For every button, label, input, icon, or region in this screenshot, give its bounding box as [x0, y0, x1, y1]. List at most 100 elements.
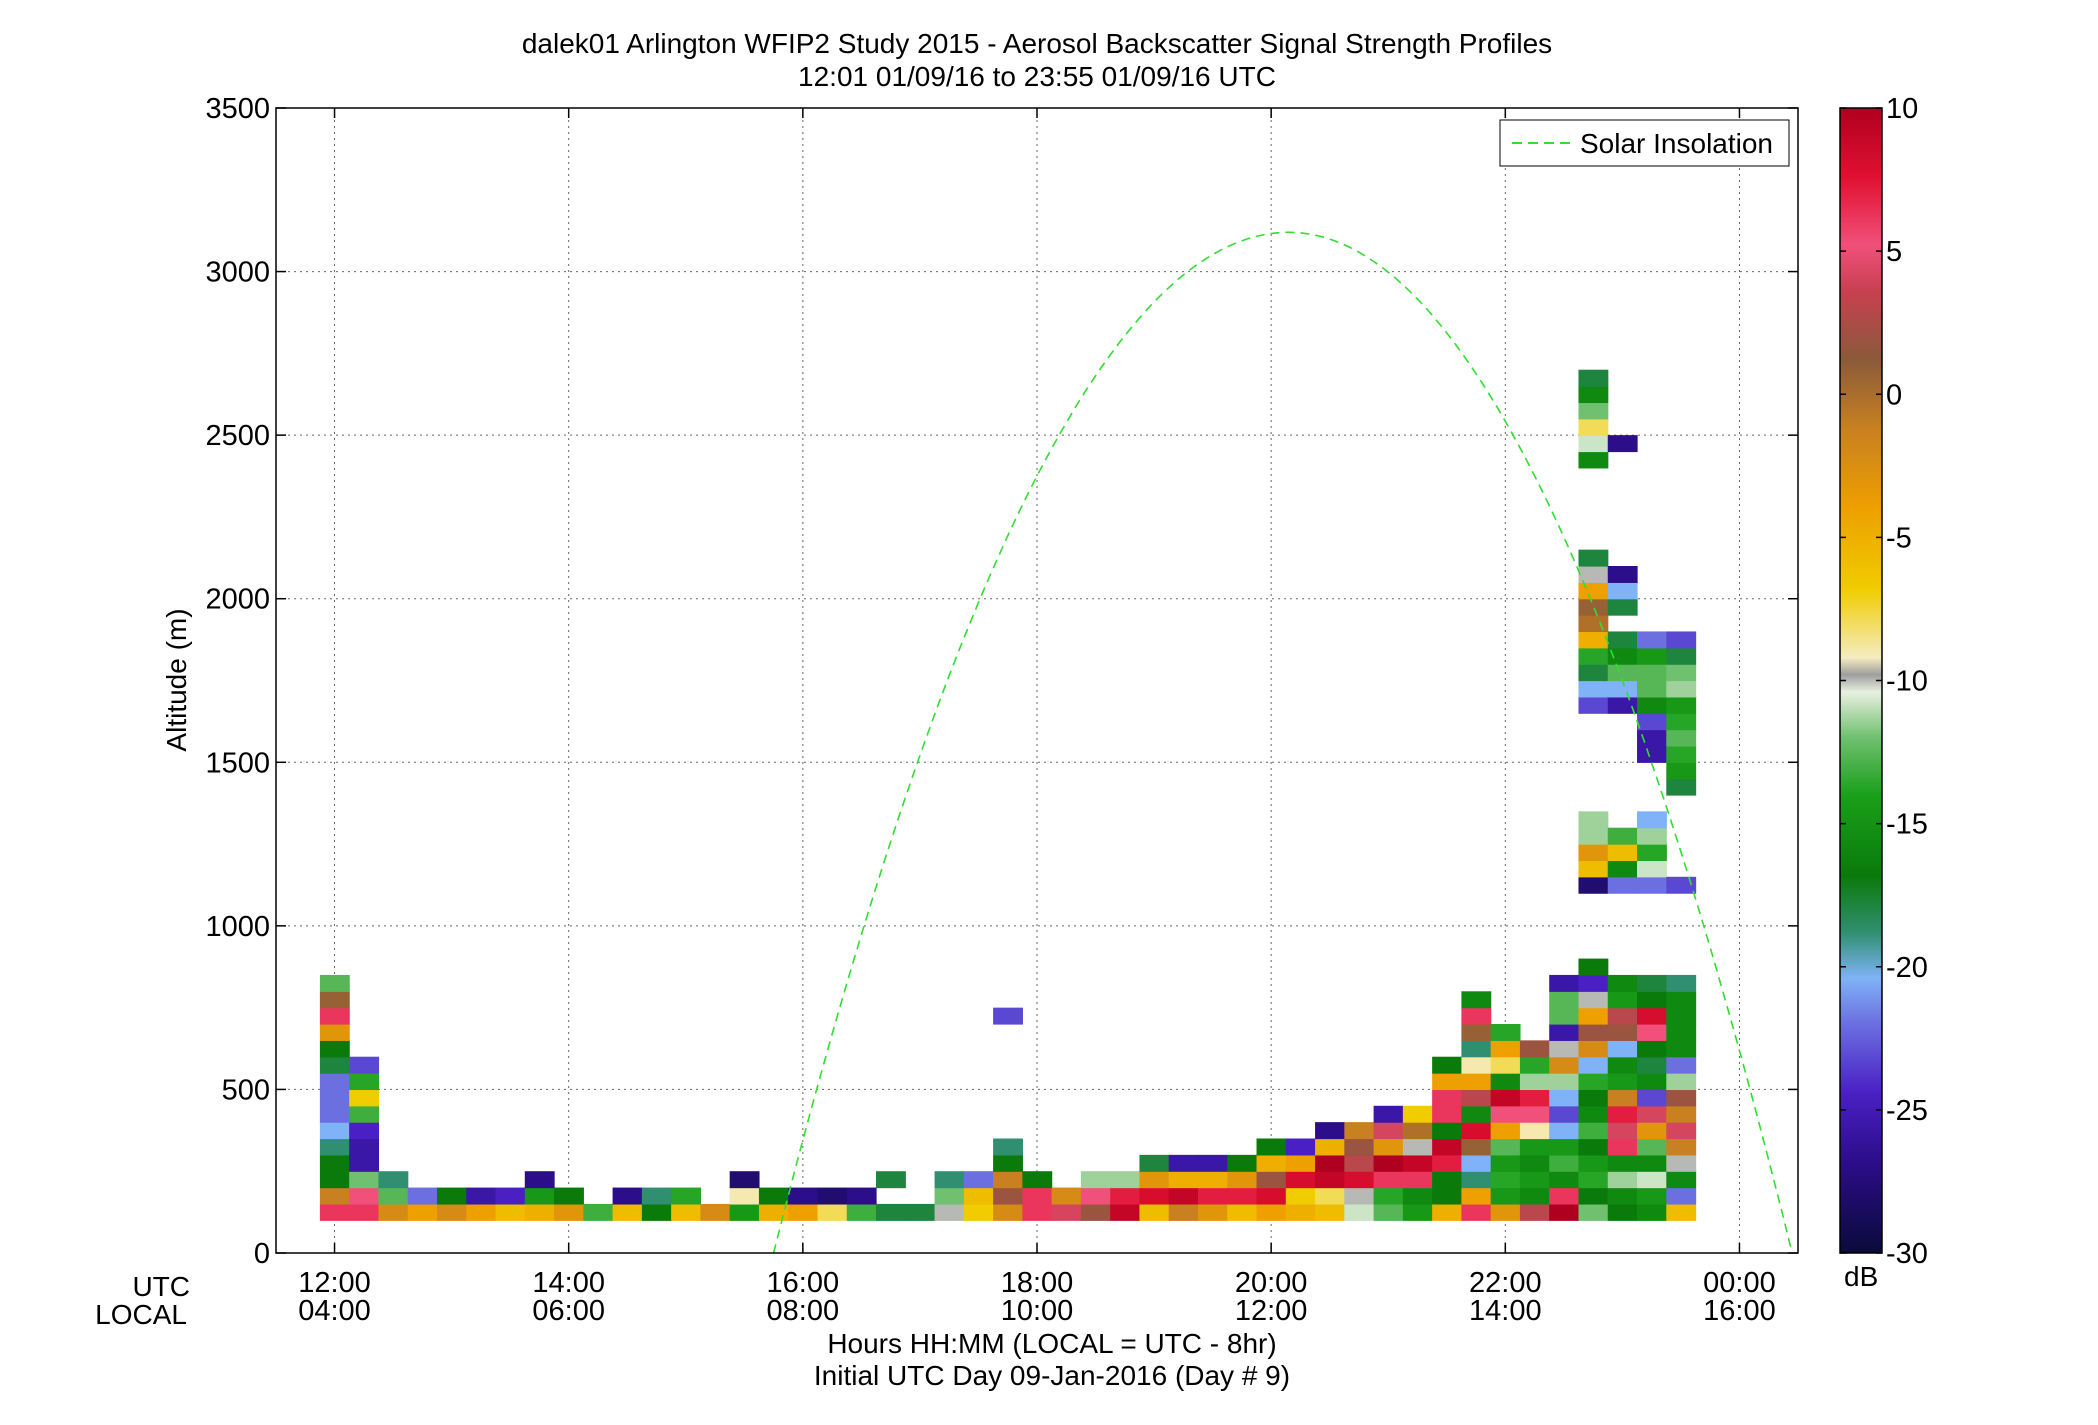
heatmap-cell [1637, 974, 1667, 992]
heatmap-cell [1051, 1203, 1082, 1221]
heatmap-cell [641, 1187, 672, 1205]
heatmap-cell [1373, 1105, 1404, 1123]
chart-subtitle: 12:01 01/09/16 to 23:55 01/09/16 UTC [798, 61, 1276, 92]
heatmap-cell [1549, 1187, 1580, 1205]
heatmap-cell [1256, 1138, 1287, 1156]
heatmap-cell [1666, 1007, 1697, 1025]
heatmap-cell [1607, 1122, 1638, 1140]
heatmap-cell [1666, 1056, 1697, 1074]
heatmap-cell [1461, 1073, 1492, 1091]
x-row-label-local: LOCAL [95, 1299, 187, 1330]
heatmap-cell [1285, 1187, 1316, 1205]
heatmap-cell [1637, 745, 1667, 763]
heatmap-cell [1168, 1203, 1199, 1221]
heatmap-cell [1666, 1154, 1697, 1172]
heatmap-cell [1285, 1154, 1316, 1172]
y-tick-label: 0 [254, 1238, 270, 1270]
heatmap-cell [1666, 664, 1697, 682]
heatmap-cell [1607, 582, 1638, 600]
heatmap-cell [1402, 1171, 1433, 1189]
x-tick-label-utc: 20:00 [1235, 1267, 1308, 1299]
heatmap-cell [1461, 1171, 1492, 1189]
heatmap-cell [349, 1138, 380, 1156]
heatmap-cell [1578, 402, 1609, 420]
heatmap-cell [1578, 1040, 1609, 1058]
heatmap-cell [1607, 844, 1638, 862]
heatmap-cell [1578, 827, 1609, 845]
heatmap-cell [1519, 1187, 1550, 1205]
heatmap-cell [1168, 1154, 1199, 1172]
heatmap-cell [1578, 435, 1609, 453]
heatmap-cell [1490, 1089, 1521, 1107]
heatmap-cell [1461, 1007, 1492, 1025]
heatmap-cell [583, 1203, 614, 1221]
y-tick-label: 2000 [205, 584, 270, 616]
heatmap-cell [846, 1203, 877, 1221]
heatmap-cell [1637, 1089, 1667, 1107]
heatmap-cell [1666, 876, 1697, 894]
heatmap-cell [1578, 386, 1609, 404]
heatmap-cell [349, 1056, 380, 1074]
heatmap-cell [817, 1187, 848, 1205]
heatmap-cell [1607, 1073, 1638, 1091]
heatmap-cell [1373, 1203, 1404, 1221]
heatmap-cell [1022, 1203, 1053, 1221]
heatmap-cell [1549, 1122, 1580, 1140]
heatmap-cell [1344, 1187, 1375, 1205]
colorbar-tick-label: -10 [1886, 666, 1928, 698]
heatmap-cell [934, 1171, 965, 1189]
heatmap-cell [1432, 1073, 1462, 1091]
heatmap-cell [1666, 631, 1697, 649]
heatmap-cell [1578, 1007, 1609, 1025]
heatmap-cell [1666, 1040, 1697, 1058]
heatmap-cell [1344, 1154, 1375, 1172]
heatmap-cell [1432, 1122, 1462, 1140]
heatmap-cell [758, 1203, 789, 1221]
x-tick-label-local: 12:00 [1235, 1295, 1308, 1327]
heatmap-cell [319, 1187, 350, 1205]
heatmap-cell [1402, 1138, 1433, 1156]
heatmap-cell [1373, 1171, 1404, 1189]
heatmap-cell [1432, 1203, 1462, 1221]
x-axis-sublabel: Initial UTC Day 09-Jan-2016 (Day # 9) [814, 1360, 1290, 1391]
x-tick-label-utc: 00:00 [1703, 1267, 1776, 1299]
heatmap-cell [729, 1171, 760, 1189]
heatmap-cell [1549, 1056, 1580, 1074]
heatmap-cell [1432, 1089, 1462, 1107]
heatmap-cell [1607, 1089, 1638, 1107]
heatmap-cell [319, 1089, 350, 1107]
heatmap-cell [319, 1154, 350, 1172]
colorbar-tick-label: -25 [1886, 1095, 1928, 1127]
heatmap-cell [1139, 1203, 1170, 1221]
heatmap-cell [1637, 860, 1667, 878]
heatmap-cell [612, 1187, 643, 1205]
heatmap-cell [524, 1171, 555, 1189]
heatmap-cell [1519, 1105, 1550, 1123]
heatmap-cell [1607, 974, 1638, 992]
y-tick-label: 1000 [205, 911, 270, 943]
heatmap-cell [1197, 1154, 1228, 1172]
heatmap-cell [1578, 974, 1609, 992]
heatmap-cell [1080, 1187, 1111, 1205]
heatmap-cell [407, 1187, 438, 1205]
x-tick-label-utc: 18:00 [1001, 1267, 1074, 1299]
heatmap-cell [1578, 451, 1609, 469]
heatmap-cell [1666, 1089, 1697, 1107]
heatmap-cell [1637, 1040, 1667, 1058]
heatmap-cell [1461, 1024, 1492, 1041]
heatmap-cell [1637, 1024, 1667, 1041]
heatmap-cell [1080, 1171, 1111, 1189]
heatmap-cell [1637, 827, 1667, 845]
heatmap-cell [466, 1187, 497, 1205]
heatmap-cell [466, 1203, 497, 1221]
heatmap-cell [1607, 1024, 1638, 1041]
chart-title: dalek01 Arlington WFIP2 Study 2015 - Aer… [522, 28, 1552, 59]
heatmap-cell [963, 1187, 994, 1205]
heatmap-cell [993, 1154, 1023, 1172]
heatmap-cell [671, 1187, 701, 1205]
heatmap-cell [1461, 1056, 1492, 1074]
heatmap-cell [963, 1171, 994, 1189]
heatmap-cell [1490, 1171, 1521, 1189]
heatmap-cell [1578, 1056, 1609, 1074]
heatmap-cell [1666, 778, 1697, 796]
